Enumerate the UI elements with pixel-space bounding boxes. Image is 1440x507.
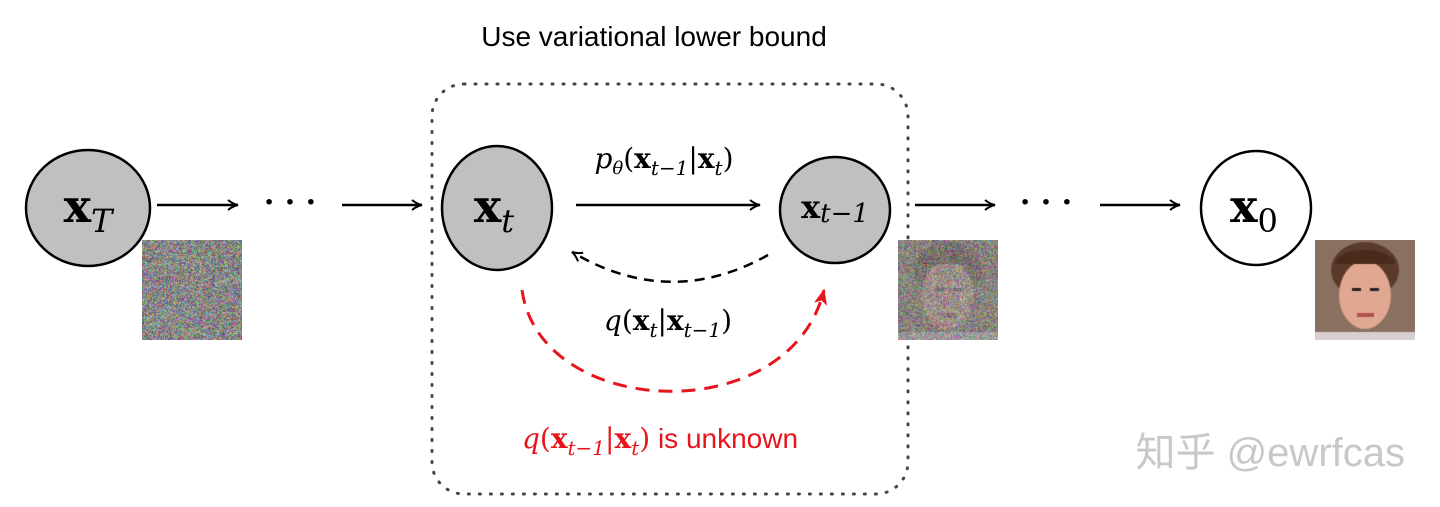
noisy-face-image bbox=[898, 240, 998, 340]
ellipsis-right: · · · bbox=[1020, 185, 1072, 220]
ellipsis-left: · · · bbox=[264, 185, 316, 220]
arrow-forward-process bbox=[572, 252, 768, 282]
pure-noise-image bbox=[142, 240, 242, 340]
forward-process-label: q(xt|xt−1) bbox=[604, 304, 732, 342]
clean-face-image bbox=[1315, 240, 1415, 340]
reverse-process-label: pθ(xt−1|xt) bbox=[594, 142, 733, 180]
node-xt-minus-1: xt−1 bbox=[780, 157, 890, 263]
node-x0: x0 bbox=[1201, 151, 1311, 265]
unknown-posterior-label: q(xt−1|xt) is unknown bbox=[522, 422, 798, 460]
node-xT: xT bbox=[26, 150, 150, 266]
node-xt: xt bbox=[442, 146, 552, 270]
diagram-title: Use variational lower bound bbox=[481, 21, 827, 52]
watermark: 知乎 @ewrfcas bbox=[1135, 431, 1405, 475]
